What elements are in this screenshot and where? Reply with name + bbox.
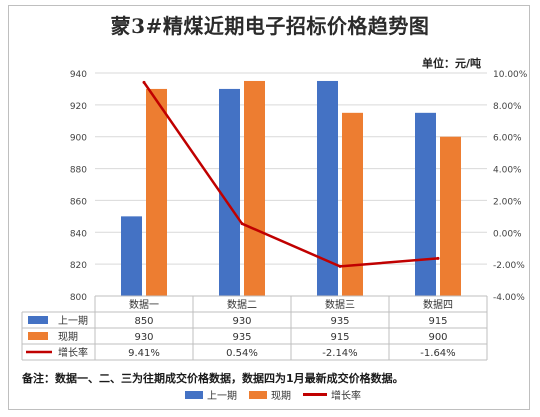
y-right-tick-label: 10.00% xyxy=(493,70,528,80)
growth-point xyxy=(240,222,244,226)
chart-svg: 800 820 840 860 880 900 920 940 -4.00% -2.00% 0.00… xyxy=(21,70,528,361)
table-value: 850 xyxy=(134,316,153,327)
y-left-tick-label: 800 xyxy=(70,293,87,303)
footnote: 备注：数据一、二、三为往期成交价格数据，数据四为1月最新成交价格数据。 xyxy=(22,372,404,385)
growth-point xyxy=(436,256,440,260)
y-left-tick-label: 900 xyxy=(70,134,87,144)
y-left-tick-label: 820 xyxy=(70,261,87,271)
table-value: 900 xyxy=(428,332,447,343)
y-left-tick-label: 860 xyxy=(70,197,87,207)
bar-previous xyxy=(317,80,338,296)
table-legend-swatch xyxy=(28,332,48,340)
y-left-tick-label: 840 xyxy=(70,229,87,239)
y-right-tick-label: 8.00% xyxy=(493,102,522,112)
bar-previous xyxy=(121,216,142,296)
bar-current xyxy=(440,136,461,296)
table-value: 930 xyxy=(232,316,251,327)
table-value: 9.41% xyxy=(128,348,160,359)
chart-frame xyxy=(8,5,530,410)
y-left-tick-label: 940 xyxy=(70,70,87,80)
bar-previous xyxy=(219,88,240,296)
growth-line xyxy=(142,81,439,268)
bar-current xyxy=(342,112,363,296)
table-legend-swatch xyxy=(28,316,48,324)
table-value: 935 xyxy=(330,316,349,327)
legend-swatch-growth xyxy=(303,393,327,396)
legend-swatch-previous xyxy=(185,390,203,399)
bar-current xyxy=(146,88,167,296)
table-series-name: 上一期 xyxy=(58,315,88,327)
table-value: -1.64% xyxy=(420,348,455,359)
table-value: 0.54% xyxy=(226,348,258,359)
growth-point xyxy=(338,264,342,268)
y-right-tick-label: -2.00% xyxy=(493,261,525,271)
category-label: 数据四 xyxy=(423,298,453,311)
table-value: 915 xyxy=(330,332,349,343)
y-right-tick-label: -4.00% xyxy=(493,293,525,303)
legend-label-previous: 上一期 xyxy=(207,391,237,402)
bar-current xyxy=(244,80,265,296)
y-right-tick-label: 0.00% xyxy=(493,229,522,239)
growth-point xyxy=(142,80,146,84)
table-series-name: 增长率 xyxy=(58,346,88,359)
y-right-tick-label: 6.00% xyxy=(493,134,522,144)
legend-label-current: 现期 xyxy=(271,391,291,402)
table-value: -2.14% xyxy=(322,348,357,359)
bar-previous xyxy=(415,112,436,296)
y-left-tick-label: 920 xyxy=(70,102,87,112)
category-label: 数据一 xyxy=(129,298,159,311)
table-value: 930 xyxy=(134,332,153,343)
legend-swatch-current xyxy=(249,390,267,399)
legend: 上一期 现期 增长率 xyxy=(185,387,361,402)
table-value: 915 xyxy=(428,316,447,327)
chart-title: 蒙3#精煤近期电子招标价格趋势图 xyxy=(110,14,430,38)
table-series-name: 现期 xyxy=(58,331,78,343)
legend-item-previous: 上一期 xyxy=(185,387,237,402)
table-value: 935 xyxy=(232,332,251,343)
category-label: 数据二 xyxy=(227,298,257,311)
legend-item-current: 现期 xyxy=(249,387,291,402)
legend-item-growth: 增长率 xyxy=(303,387,361,402)
category-label: 数据三 xyxy=(325,298,355,311)
unit-label: 单位：元/吨 xyxy=(422,57,482,70)
legend-label-growth: 增长率 xyxy=(331,391,361,402)
y-right-tick-label: 4.00% xyxy=(493,166,522,176)
y-right-tick-label: 2.00% xyxy=(493,197,522,207)
y-left-tick-label: 880 xyxy=(70,166,87,176)
